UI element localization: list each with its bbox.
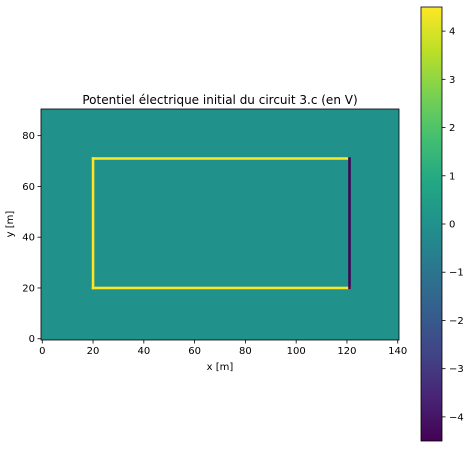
y-tick-label: 40 — [22, 233, 35, 244]
y-tick-label: 0 — [29, 334, 35, 345]
colorbar-ticks: 4 3 2 1 0 −1 −2 −3 −4 — [442, 27, 464, 423]
colorbar-tick-label: 3 — [449, 75, 455, 86]
x-axis-label: x [m] — [207, 362, 234, 373]
x-tick-label: 20 — [87, 346, 100, 357]
x-axis-ticks: 0 20 40 60 80 100 120 140 — [39, 340, 407, 357]
x-tick-label: 120 — [337, 346, 356, 357]
x-tick-label: 100 — [287, 346, 306, 357]
x-tick-label: 40 — [137, 346, 150, 357]
circuit-element-0 — [91, 157, 95, 290]
y-tick-label: 20 — [22, 283, 35, 294]
colorbar-tick-label: −4 — [449, 412, 464, 423]
x-tick-label: 140 — [388, 346, 407, 357]
circuit-element-1 — [91, 157, 349, 160]
colorbar-tick-label: 0 — [449, 220, 455, 231]
chart-title: Potentiel électrique initial du circuit … — [82, 93, 357, 107]
x-tick-label: 80 — [239, 346, 252, 357]
colorbar-tick-label: 1 — [449, 171, 455, 182]
circuit-element-2 — [91, 286, 351, 290]
colorbar — [420, 6, 443, 442]
colorbar-tick-label: −3 — [449, 364, 464, 375]
colorbar-tick-label: −1 — [449, 268, 464, 279]
circuit-element-3 — [348, 157, 351, 290]
colorbar-tick-label: 4 — [449, 27, 455, 38]
y-axis-label: y [m] — [5, 211, 16, 238]
x-tick-label: 60 — [188, 346, 201, 357]
colorbar-tick-label: 2 — [449, 123, 455, 134]
plot-frame — [40, 108, 400, 341]
colorbar-tick-label: −2 — [449, 316, 464, 327]
y-axis-ticks: 0 20 40 60 80 — [22, 131, 41, 345]
heatmap-background — [41, 109, 399, 340]
circuit-elements — [91, 157, 351, 290]
y-tick-label: 80 — [22, 131, 35, 142]
y-tick-label: 60 — [22, 182, 35, 193]
x-tick-label: 0 — [39, 346, 45, 357]
